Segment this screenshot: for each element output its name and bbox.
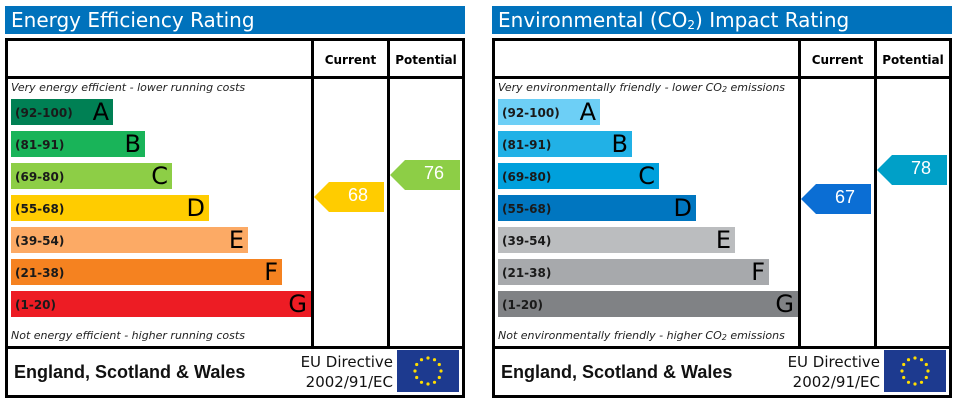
environment-band-g: (1-20) G <box>498 290 798 318</box>
energy-footer-directive: EU Directive 2002/91/EC <box>300 353 393 391</box>
environmental-impact-panel: Environmental (CO2) Impact Rating Curren… <box>492 0 954 404</box>
column-divider <box>311 41 314 346</box>
energy-bottom-caption: Not energy efficient - higher running co… <box>11 329 245 342</box>
environment-current-header: Current <box>811 53 864 67</box>
footer-divider <box>495 346 949 349</box>
energy-potential-arrow: 76 <box>390 160 460 190</box>
environment-footer-directive: EU Directive 2002/91/EC <box>787 353 880 391</box>
environment-potential-arrow: 78 <box>877 155 947 185</box>
header-divider <box>495 76 949 79</box>
arrow-left-icon <box>877 155 947 185</box>
environment-band-b: (81-91) B <box>498 130 632 158</box>
environment-title: Environmental (CO2) Impact Rating <box>492 6 952 34</box>
energy-title: Energy Efficiency Rating <box>5 6 465 34</box>
environment-current-arrow: 67 <box>801 184 871 214</box>
energy-band-b: (81-91) B <box>11 130 145 158</box>
energy-current-header: Current <box>324 53 377 67</box>
energy-top-caption: Very energy efficient - lower running co… <box>11 81 246 94</box>
environment-band-e: (39-54) E <box>498 226 735 254</box>
environment-rating-table: Current Potential Very environmentally f… <box>492 38 952 398</box>
footer-divider <box>8 346 462 349</box>
environment-band-d: (55-68) D <box>498 194 696 222</box>
energy-band-e: (39-54) E <box>11 226 248 254</box>
energy-rating-table: Current Potential Very energy efficient … <box>5 38 465 398</box>
arrow-left-icon <box>390 160 460 190</box>
energy-potential-header: Potential <box>395 53 457 67</box>
environment-bottom-caption: Not environmentally friendly - higher CO… <box>498 329 785 342</box>
energy-band-f: (21-38) F <box>11 258 282 286</box>
column-divider <box>798 41 801 346</box>
eu-flag-icon <box>397 350 459 392</box>
column-divider <box>874 41 877 346</box>
environment-potential-header: Potential <box>882 53 944 67</box>
energy-footer-region: England, Scotland & Wales <box>14 362 246 382</box>
energy-current-arrow: 68 <box>314 182 384 212</box>
arrow-left-icon <box>314 182 384 212</box>
arrow-left-icon <box>801 184 871 214</box>
energy-band-g: (1-20) G <box>11 290 311 318</box>
header-divider <box>8 76 462 79</box>
energy-band-a: (92-100) A <box>11 98 113 126</box>
energy-efficiency-panel: Energy Efficiency Rating Current Potenti… <box>5 0 467 404</box>
column-divider <box>387 41 390 346</box>
environment-band-a: (92-100) A <box>498 98 600 126</box>
eu-flag-icon <box>884 350 946 392</box>
energy-band-c: (69-80) C <box>11 162 172 190</box>
environment-band-f: (21-38) F <box>498 258 769 286</box>
energy-band-d: (55-68) D <box>11 194 209 222</box>
environment-footer-region: England, Scotland & Wales <box>501 362 733 382</box>
environment-band-c: (69-80) C <box>498 162 659 190</box>
environment-top-caption: Very environmentally friendly - lower CO… <box>498 81 786 94</box>
